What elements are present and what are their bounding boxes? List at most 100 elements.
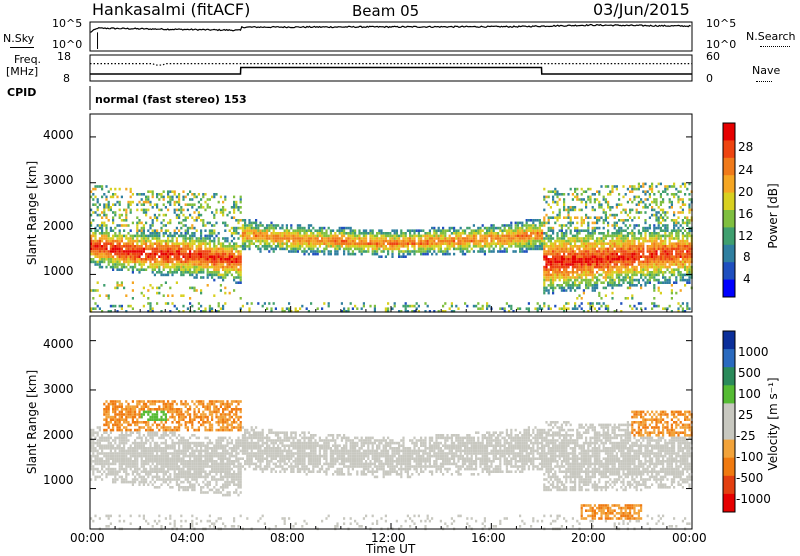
power-cell [176, 255, 178, 258]
power-cell [149, 248, 151, 251]
power-cell [618, 193, 620, 196]
power-cell [675, 281, 677, 284]
power-cell [182, 266, 184, 269]
power-cell [202, 250, 204, 253]
power-cell [561, 274, 563, 277]
velocity-cell [103, 455, 105, 458]
power-cell [556, 245, 558, 248]
power-cell [508, 224, 510, 227]
power-cell [402, 255, 404, 258]
power-cell [655, 255, 657, 258]
power-cell [548, 222, 550, 225]
power-cell [543, 287, 545, 290]
power-cell [684, 248, 686, 251]
power-cell [587, 302, 589, 305]
power-cell [482, 235, 484, 238]
power-cell [622, 242, 624, 245]
power-cell [629, 224, 631, 227]
power-cell [444, 248, 446, 251]
power-cell [493, 250, 495, 253]
power-cell [405, 302, 407, 305]
power-cell [493, 235, 495, 238]
power-cell [563, 263, 565, 266]
power-cell [622, 250, 624, 253]
power-cell [121, 268, 123, 271]
velocity-cell [112, 405, 114, 408]
power-cell [565, 235, 567, 238]
power-cell [253, 235, 255, 238]
power-cell [545, 253, 547, 256]
power-cell [312, 250, 314, 253]
power-cell [169, 261, 171, 264]
power-cell [521, 224, 523, 227]
power-cell [297, 229, 299, 232]
velocity-cell [132, 452, 134, 455]
power-cell [550, 237, 552, 240]
power-cell [638, 302, 640, 305]
power-cell [477, 302, 479, 305]
velocity-cell [123, 520, 125, 523]
power-cell [394, 237, 396, 240]
power-cell [658, 255, 660, 258]
power-cell [121, 196, 123, 199]
power-cell [578, 198, 580, 201]
power-cell [147, 201, 149, 204]
power-cell [143, 240, 145, 243]
power-cell [202, 263, 204, 266]
power-cell [378, 229, 380, 232]
power-cell [224, 261, 226, 264]
power-cell [638, 263, 640, 266]
power-cell [215, 209, 217, 212]
power-cell [259, 248, 261, 251]
power-cell [567, 240, 569, 243]
power-cell [664, 245, 666, 248]
power-cell [644, 237, 646, 240]
power-cell [171, 248, 173, 251]
power-cell [314, 240, 316, 243]
power-cell [354, 245, 356, 248]
power-cell [583, 279, 585, 282]
power-cell [620, 274, 622, 277]
power-cell [644, 229, 646, 232]
power-cell [376, 248, 378, 251]
power-cell [627, 271, 629, 274]
power-cell [587, 258, 589, 261]
power-cell [138, 250, 140, 253]
power-cell [638, 183, 640, 186]
power-cell [468, 250, 470, 253]
power-cell [246, 229, 248, 232]
power-cell [616, 214, 618, 217]
power-cell [165, 206, 167, 209]
power-cell [521, 240, 523, 243]
power-cell [607, 258, 609, 261]
power-cell [570, 276, 572, 279]
power-cell [548, 235, 550, 238]
power-cell [521, 245, 523, 248]
power-cell [515, 227, 517, 230]
power-cell [576, 216, 578, 219]
velocity-cell [101, 439, 103, 442]
power-cell [440, 237, 442, 240]
power-cell [213, 193, 215, 196]
power-cell [660, 266, 662, 269]
power-cell [167, 196, 169, 199]
power-cell [141, 235, 143, 238]
power-cell [596, 245, 598, 248]
power-cell [121, 253, 123, 256]
power-cell [127, 224, 129, 227]
power-cell [152, 229, 154, 232]
velocity-cell [99, 463, 101, 466]
power-cell [116, 255, 118, 258]
power-cell [196, 268, 198, 271]
power-cell [688, 203, 690, 206]
power-cell [240, 206, 242, 209]
power-cell [156, 196, 158, 199]
velocity-cell [121, 478, 123, 481]
power-cell [563, 266, 565, 269]
power-cell [519, 240, 521, 243]
power-cell [114, 193, 116, 196]
power-cell [633, 235, 635, 238]
power-cell [103, 255, 105, 258]
power-cell [583, 250, 585, 253]
power-cell [528, 302, 530, 305]
